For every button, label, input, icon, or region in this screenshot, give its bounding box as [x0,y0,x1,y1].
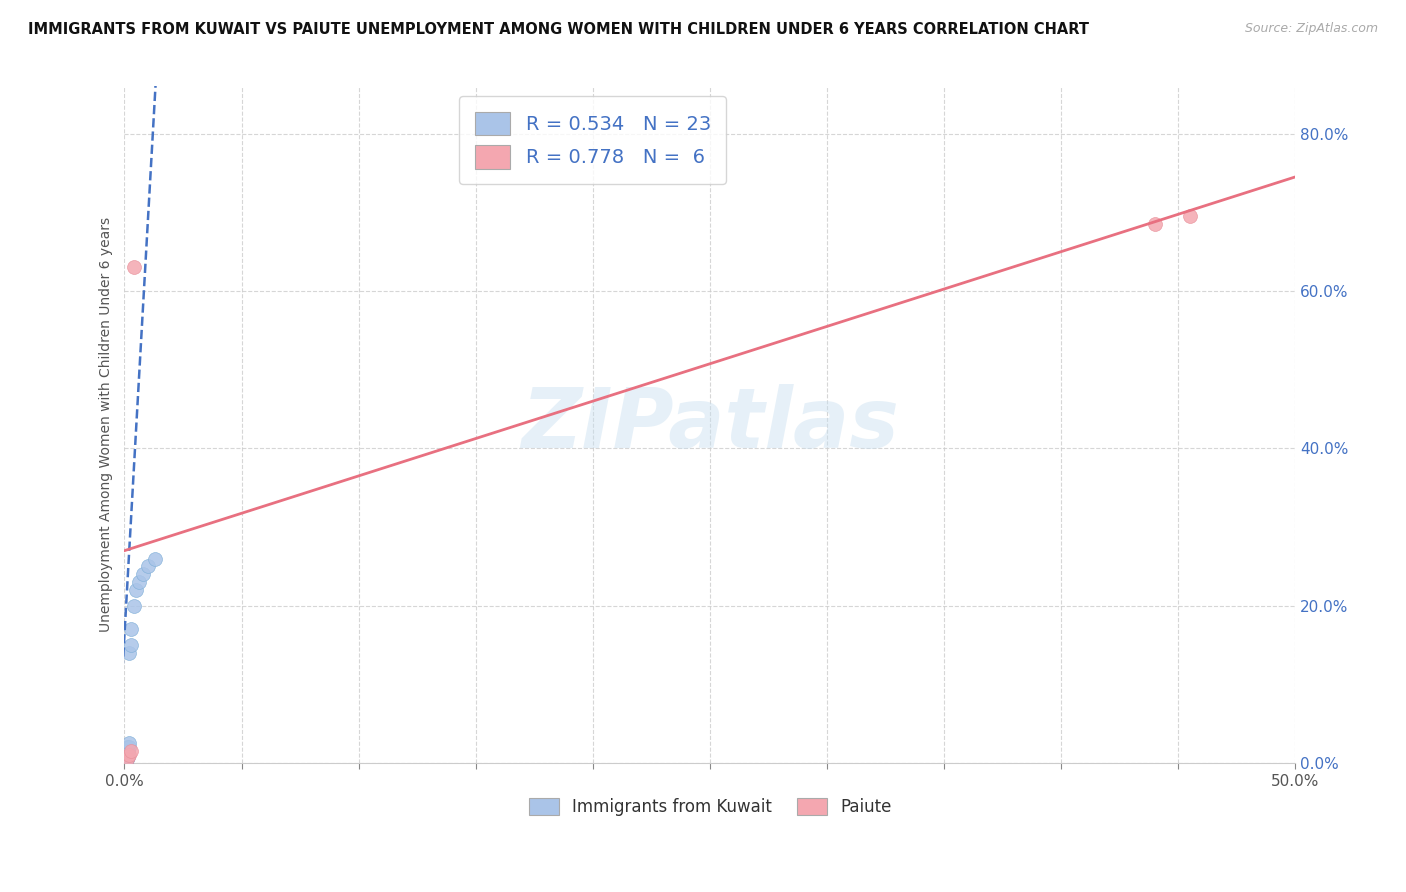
Point [1178,209,1201,223]
Text: ZIPatlas: ZIPatlas [522,384,898,466]
Point [118,736,141,750]
Point [117,747,139,761]
Point [115,744,138,758]
Point [136,559,159,574]
Point [125,582,148,597]
Legend: Immigrants from Kuwait, Paiute: Immigrants from Kuwait, Paiute [522,791,898,822]
Point [115,740,138,755]
Point [118,748,141,763]
Point [121,744,143,758]
Point [115,751,138,765]
Point [1143,217,1166,231]
Point [118,740,141,755]
Point [122,599,145,613]
Point [115,752,138,766]
Point [121,638,143,652]
Point [114,756,136,771]
Point [115,755,138,769]
Text: IMMIGRANTS FROM KUWAIT VS PAIUTE UNEMPLOYMENT AMONG WOMEN WITH CHILDREN UNDER 6 : IMMIGRANTS FROM KUWAIT VS PAIUTE UNEMPLO… [28,22,1090,37]
Text: Source: ZipAtlas.com: Source: ZipAtlas.com [1244,22,1378,36]
Point [117,744,139,758]
Point [122,260,145,275]
Point [132,567,155,582]
Point [121,623,143,637]
Point [117,752,139,766]
Point [128,575,150,590]
Point [115,753,138,767]
Point [115,748,138,763]
Y-axis label: Unemployment Among Women with Children Under 6 years: Unemployment Among Women with Children U… [100,217,114,632]
Point [117,749,139,764]
Point [115,749,138,764]
Point [143,551,166,566]
Point [118,646,141,660]
